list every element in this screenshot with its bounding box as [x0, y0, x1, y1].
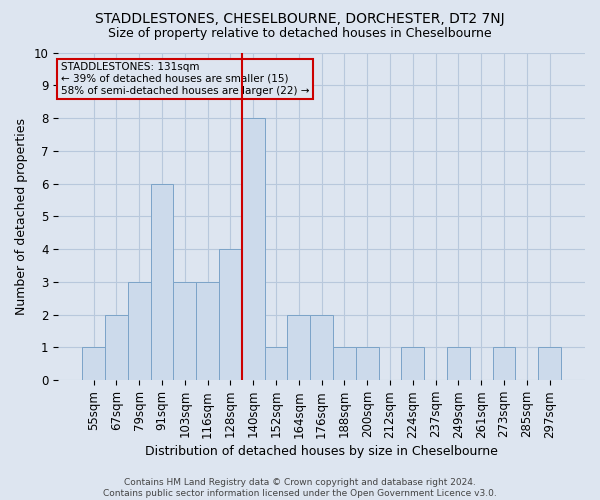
Bar	[82, 348, 105, 380]
Bar	[356, 348, 379, 380]
Bar	[333, 348, 356, 380]
Bar	[151, 184, 173, 380]
Bar	[219, 249, 242, 380]
Bar	[447, 348, 470, 380]
Bar	[538, 348, 561, 380]
Text: Size of property relative to detached houses in Cheselbourne: Size of property relative to detached ho…	[108, 28, 492, 40]
Text: Contains HM Land Registry data © Crown copyright and database right 2024.
Contai: Contains HM Land Registry data © Crown c…	[103, 478, 497, 498]
Bar	[196, 282, 219, 380]
Bar	[310, 314, 333, 380]
Bar	[493, 348, 515, 380]
X-axis label: Distribution of detached houses by size in Cheselbourne: Distribution of detached houses by size …	[145, 444, 498, 458]
Bar	[287, 314, 310, 380]
Y-axis label: Number of detached properties: Number of detached properties	[15, 118, 28, 315]
Text: STADDLESTONES: 131sqm
← 39% of detached houses are smaller (15)
58% of semi-deta: STADDLESTONES: 131sqm ← 39% of detached …	[61, 62, 309, 96]
Bar	[105, 314, 128, 380]
Bar	[128, 282, 151, 380]
Bar	[242, 118, 265, 380]
Bar	[173, 282, 196, 380]
Bar	[401, 348, 424, 380]
Text: STADDLESTONES, CHESELBOURNE, DORCHESTER, DT2 7NJ: STADDLESTONES, CHESELBOURNE, DORCHESTER,…	[95, 12, 505, 26]
Bar	[265, 348, 287, 380]
